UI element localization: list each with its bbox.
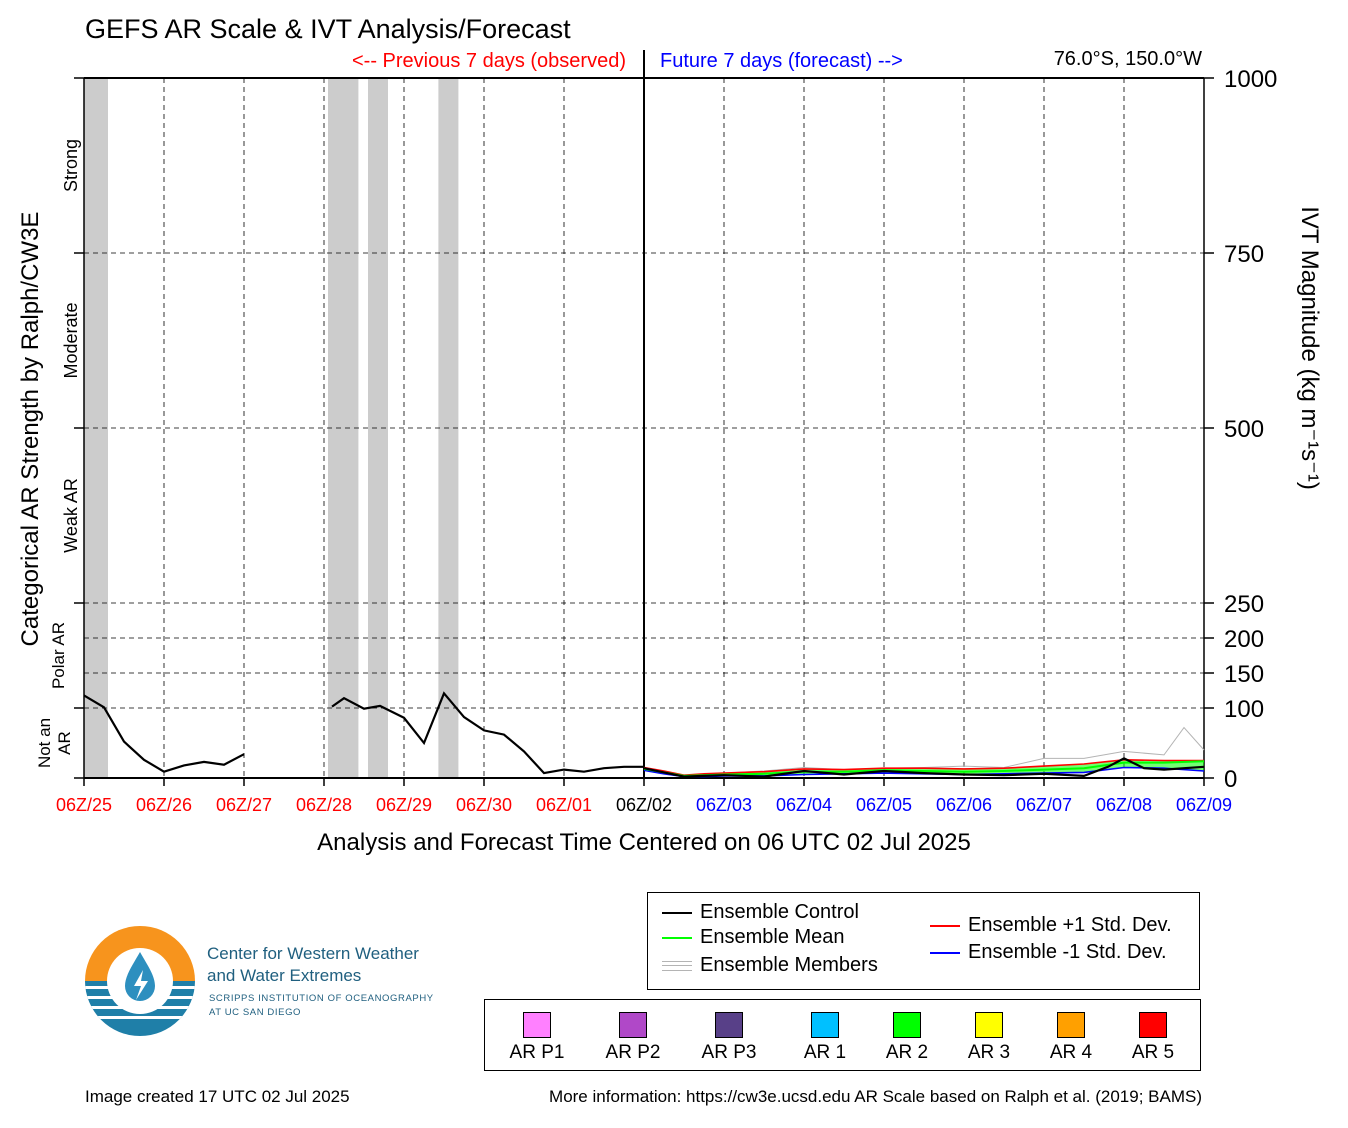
y-tick-label: 1000 bbox=[1224, 66, 1277, 93]
ar-scale-item-3: AR 3 bbox=[948, 1012, 1030, 1064]
series-plus-std bbox=[643, 758, 1204, 777]
ar-label-3: AR 3 bbox=[967, 1042, 1011, 1063]
y-tick-label: 150 bbox=[1224, 661, 1264, 688]
ar-scale-item-5: AR 5 bbox=[1112, 1012, 1194, 1064]
future-period-label: Future 7 days (forecast) --> bbox=[660, 50, 903, 72]
ar-label-4: AR 4 bbox=[1049, 1042, 1093, 1063]
legend-swatch-plus-std bbox=[930, 924, 960, 927]
x-tick-label: 06Z/01 bbox=[536, 795, 592, 815]
category-label-moderate: Moderate bbox=[61, 302, 81, 378]
logo-text-line3: SCRIPPS INSTITUTION OF OCEANOGRAPHY bbox=[209, 993, 434, 1004]
chart-title: GEFS AR Scale & IVT Analysis/Forecast bbox=[85, 14, 571, 44]
ar-label-5: AR 5 bbox=[1131, 1042, 1175, 1063]
legend-label-plus-std: Ensemble +1 Std. Dev. bbox=[968, 914, 1172, 936]
x-tick-label: 06Z/07 bbox=[1016, 795, 1072, 815]
y-axis-label-right: IVT Magnitude (kg m⁻¹s⁻¹) bbox=[1296, 206, 1323, 490]
legend-label-members: Ensemble Members bbox=[700, 954, 878, 976]
legend-label-mean: Ensemble Mean bbox=[700, 926, 845, 948]
cw3e-logo bbox=[85, 926, 195, 1036]
ar-label-1: AR 1 bbox=[803, 1042, 847, 1063]
ar-swatch-p3 bbox=[715, 1012, 743, 1038]
legend-item-minus-std: Ensemble -1 Std. Dev. bbox=[930, 941, 1167, 964]
x-tick-label: 06Z/28 bbox=[296, 795, 352, 815]
ar-swatch-5 bbox=[1139, 1012, 1167, 1038]
more-info-text: More information: https://cw3e.ucsd.edu … bbox=[549, 1087, 1202, 1106]
location-label: 76.0°S, 150.0°W bbox=[1053, 48, 1202, 70]
series-ensemble-control bbox=[643, 757, 1205, 778]
legend-label-minus-std: Ensemble -1 Std. Dev. bbox=[968, 941, 1167, 963]
ar-scale-item-p1: AR P1 bbox=[496, 1012, 578, 1064]
ar-swatch-4 bbox=[1057, 1012, 1085, 1038]
y-tick-label: 0 bbox=[1224, 766, 1237, 793]
x-tick-label: 06Z/03 bbox=[696, 795, 752, 815]
ar-scale-item-4: AR 4 bbox=[1030, 1012, 1112, 1064]
ar-swatch-2 bbox=[893, 1012, 921, 1038]
x-tick-label: 06Z/26 bbox=[136, 795, 192, 815]
image-created-text: Image created 17 UTC 02 Jul 2025 bbox=[85, 1087, 350, 1106]
y-axis-label-left: Categorical AR Strength by Ralph/CW3E bbox=[17, 212, 44, 647]
x-tick-label: 06Z/05 bbox=[856, 795, 912, 815]
category-label-not-an-ar: Not anAR bbox=[35, 718, 74, 768]
legend-item-mean: Ensemble Mean bbox=[662, 926, 845, 949]
ar-swatch-3 bbox=[975, 1012, 1003, 1038]
ar-label-p3: AR P3 bbox=[701, 1042, 757, 1063]
ar-scale-item-2: AR 2 bbox=[866, 1012, 948, 1064]
category-label-strong: Strong bbox=[61, 139, 81, 192]
ar-scale-legend: AR P1 AR P2 AR P3 AR 1 AR 2 AR 3 AR 4 AR… bbox=[484, 999, 1201, 1071]
ar-label-2: AR 2 bbox=[885, 1042, 929, 1063]
legend-swatch-mean bbox=[662, 936, 692, 939]
x-tick-label: 06Z/02 bbox=[616, 795, 672, 815]
x-tick-label: 06Z/04 bbox=[776, 795, 832, 815]
x-tick-label: 06Z/30 bbox=[456, 795, 512, 815]
logo-text-line4: AT UC SAN DIEGO bbox=[209, 1007, 302, 1018]
legend-item-control: Ensemble Control bbox=[662, 901, 859, 924]
logo-text-line2: and Water Extremes bbox=[207, 966, 362, 985]
legend-swatch-control bbox=[662, 911, 692, 914]
category-label-polar-ar: Polar AR bbox=[49, 622, 68, 689]
ar-label-p2: AR P2 bbox=[605, 1042, 661, 1063]
x-tick-label: 06Z/06 bbox=[936, 795, 992, 815]
ar-scale-item-p3: AR P3 bbox=[688, 1012, 770, 1064]
y-tick-label: 500 bbox=[1224, 416, 1264, 443]
ar-label-p1: AR P1 bbox=[509, 1042, 565, 1063]
y-tick-label: 100 bbox=[1224, 696, 1264, 723]
logo-text-line1: Center for Western Weather bbox=[207, 944, 419, 963]
y-tick-label: 750 bbox=[1224, 241, 1264, 268]
ar-swatch-p2 bbox=[619, 1012, 647, 1038]
x-axis-label: Analysis and Forecast Time Centered on 0… bbox=[317, 829, 971, 856]
series-observed-analysis-0 bbox=[83, 694, 245, 773]
previous-period-label: <-- Previous 7 days (observed) bbox=[351, 50, 626, 72]
legend-item-plus-std: Ensemble +1 Std. Dev. bbox=[930, 914, 1172, 937]
legend-item-members: Ensemble Members bbox=[662, 954, 878, 977]
series-observed-analysis-1 bbox=[331, 691, 644, 775]
x-tick-label: 06Z/09 bbox=[1176, 795, 1232, 815]
x-tick-label: 06Z/08 bbox=[1096, 795, 1152, 815]
y-tick-label: 200 bbox=[1224, 626, 1264, 653]
legend-label-control: Ensemble Control bbox=[700, 901, 859, 923]
x-tick-label: 06Z/29 bbox=[376, 795, 432, 815]
legend-swatch-minus-std bbox=[930, 951, 960, 954]
shaded-period-1 bbox=[328, 78, 359, 778]
ar-scale-item-p2: AR P2 bbox=[592, 1012, 674, 1064]
y-tick-label: 250 bbox=[1224, 591, 1264, 618]
legend-swatch-members bbox=[662, 960, 692, 971]
x-tick-label: 06Z/27 bbox=[216, 795, 272, 815]
category-label-weak-ar: Weak AR bbox=[61, 478, 81, 553]
ar-scale-item-1: AR 1 bbox=[784, 1012, 866, 1064]
x-tick-label: 06Z/25 bbox=[56, 795, 112, 815]
legend: Ensemble Control Ensemble Mean Ensemble … bbox=[647, 892, 1200, 990]
ar-swatch-p1 bbox=[523, 1012, 551, 1038]
ar-swatch-1 bbox=[811, 1012, 839, 1038]
